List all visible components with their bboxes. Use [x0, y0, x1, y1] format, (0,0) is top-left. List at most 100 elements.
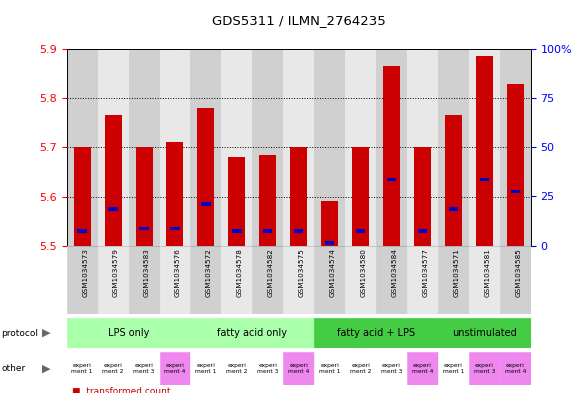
- Text: GSM1034585: GSM1034585: [515, 248, 521, 297]
- Bar: [136, 147, 153, 246]
- Text: GSM1034575: GSM1034575: [299, 248, 304, 297]
- Bar: [190, 352, 222, 385]
- Bar: [129, 246, 160, 314]
- Text: experi
ment 2: experi ment 2: [350, 363, 371, 374]
- Bar: [67, 49, 97, 246]
- Bar: [407, 352, 438, 385]
- Bar: [500, 49, 531, 246]
- Text: fatty acid only: fatty acid only: [218, 328, 287, 338]
- Bar: [129, 352, 160, 385]
- Bar: [438, 49, 469, 246]
- Bar: [259, 155, 276, 246]
- Bar: [469, 49, 500, 246]
- Text: GSM1034580: GSM1034580: [361, 248, 367, 297]
- Bar: [352, 147, 369, 246]
- Bar: [314, 318, 438, 348]
- Bar: [500, 352, 531, 385]
- Text: ■  transformed count: ■ transformed count: [72, 387, 171, 393]
- Text: GSM1034581: GSM1034581: [484, 248, 490, 297]
- Bar: [97, 246, 129, 314]
- Text: experi
ment 1: experi ment 1: [319, 363, 340, 374]
- Text: protocol: protocol: [1, 329, 38, 338]
- Bar: [171, 227, 180, 230]
- Text: GSM1034573: GSM1034573: [82, 248, 88, 297]
- Text: fatty acid + LPS: fatty acid + LPS: [337, 328, 415, 338]
- Bar: [197, 108, 215, 246]
- Text: GSM1034577: GSM1034577: [422, 248, 429, 297]
- Bar: [222, 352, 252, 385]
- Text: experi
ment 2: experi ment 2: [226, 363, 248, 374]
- Bar: [252, 49, 283, 246]
- Bar: [129, 49, 160, 246]
- Bar: [476, 57, 493, 246]
- Bar: [314, 352, 345, 385]
- Text: experi
ment 3: experi ment 3: [474, 363, 495, 374]
- Bar: [232, 229, 241, 233]
- Bar: [314, 246, 345, 314]
- Bar: [108, 207, 118, 211]
- Bar: [376, 49, 407, 246]
- Bar: [387, 178, 396, 181]
- Text: experi
ment 3: experi ment 3: [133, 363, 155, 374]
- Bar: [67, 318, 190, 348]
- Bar: [469, 246, 500, 314]
- Bar: [345, 49, 376, 246]
- Bar: [500, 246, 531, 314]
- Text: experi
ment 2: experi ment 2: [102, 363, 124, 374]
- Bar: [407, 246, 438, 314]
- Text: experi
ment 4: experi ment 4: [412, 363, 433, 374]
- Bar: [201, 202, 211, 206]
- Text: experi
ment 4: experi ment 4: [164, 363, 186, 374]
- Bar: [252, 246, 283, 314]
- Bar: [507, 84, 524, 246]
- Bar: [190, 246, 222, 314]
- Text: experi
ment 1: experi ment 1: [195, 363, 217, 374]
- Text: GSM1034571: GSM1034571: [454, 248, 459, 297]
- Text: experi
ment 1: experi ment 1: [71, 363, 93, 374]
- Bar: [222, 246, 252, 314]
- Text: experi
ment 4: experi ment 4: [288, 363, 309, 374]
- Bar: [139, 227, 148, 230]
- Text: GSM1034583: GSM1034583: [144, 248, 150, 297]
- Bar: [283, 49, 314, 246]
- Bar: [438, 246, 469, 314]
- Bar: [160, 49, 190, 246]
- Bar: [97, 49, 129, 246]
- Bar: [480, 178, 489, 181]
- Bar: [345, 352, 376, 385]
- Text: GSM1034582: GSM1034582: [268, 248, 274, 297]
- Bar: [438, 352, 469, 385]
- Bar: [321, 202, 338, 246]
- Bar: [74, 147, 90, 246]
- Bar: [383, 66, 400, 246]
- Bar: [418, 229, 427, 233]
- Text: GSM1034576: GSM1034576: [175, 248, 181, 297]
- Text: ▶: ▶: [42, 364, 50, 373]
- Bar: [325, 241, 334, 245]
- Text: experi
ment 1: experi ment 1: [443, 363, 464, 374]
- Bar: [283, 352, 314, 385]
- Text: experi
ment 3: experi ment 3: [257, 363, 278, 374]
- Bar: [376, 246, 407, 314]
- Bar: [314, 49, 345, 246]
- Bar: [449, 207, 458, 211]
- Bar: [283, 246, 314, 314]
- Bar: [345, 246, 376, 314]
- Bar: [67, 352, 97, 385]
- Bar: [376, 352, 407, 385]
- Bar: [290, 147, 307, 246]
- Bar: [407, 49, 438, 246]
- Text: GDS5311 / ILMN_2764235: GDS5311 / ILMN_2764235: [212, 14, 386, 27]
- Text: unstimulated: unstimulated: [452, 328, 517, 338]
- Text: GSM1034572: GSM1034572: [206, 248, 212, 297]
- Bar: [294, 229, 303, 233]
- Bar: [356, 229, 365, 233]
- Text: LPS only: LPS only: [108, 328, 149, 338]
- Text: other: other: [1, 364, 26, 373]
- Bar: [190, 49, 222, 246]
- Bar: [160, 352, 190, 385]
- Bar: [67, 246, 97, 314]
- Bar: [263, 229, 273, 233]
- Bar: [438, 318, 531, 348]
- Text: experi
ment 4: experi ment 4: [505, 363, 526, 374]
